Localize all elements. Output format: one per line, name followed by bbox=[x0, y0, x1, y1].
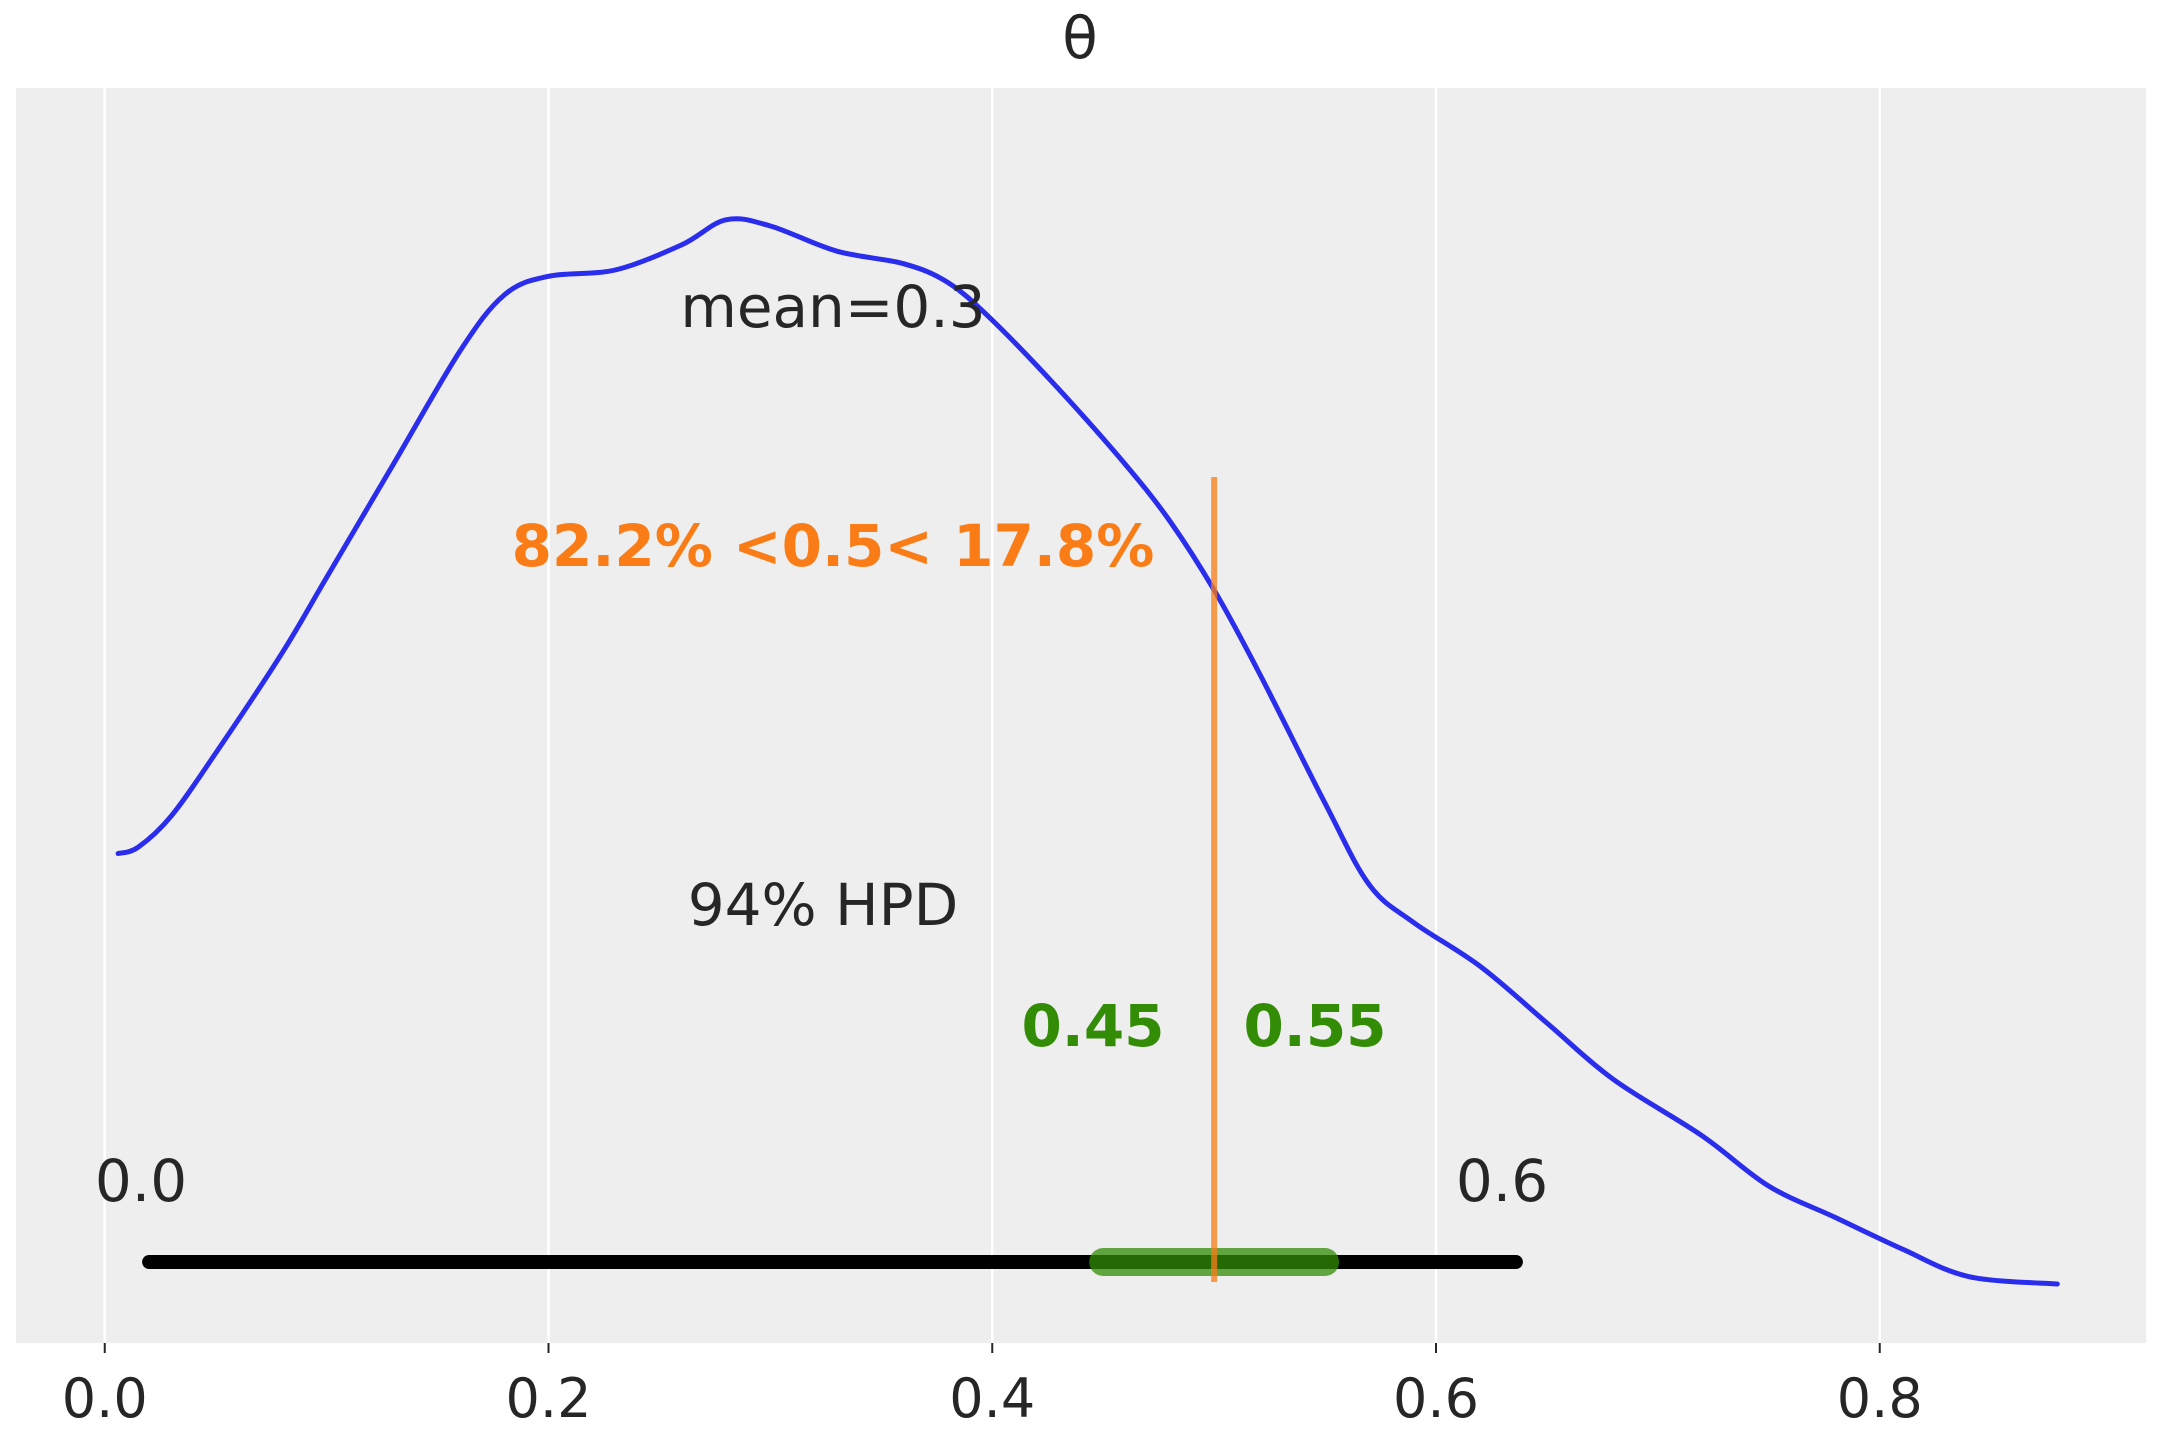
rope-low-label: 0.45 bbox=[1021, 992, 1164, 1060]
x-tick-label: 0.0 bbox=[62, 1367, 148, 1430]
x-axis-ticks: 0.0 0.2 0.4 0.6 0.8 bbox=[62, 1343, 1923, 1430]
hpd-high-label: 0.6 bbox=[1456, 1147, 1548, 1215]
reference-label: 82.2% <0.5< 17.8% bbox=[512, 512, 1155, 580]
rope-high-label: 0.55 bbox=[1243, 992, 1386, 1060]
chart-title: θ bbox=[1062, 4, 1098, 72]
mean-label: mean=0.3 bbox=[680, 273, 985, 341]
plot-area bbox=[16, 88, 2146, 1343]
hpd-label: 94% HPD bbox=[688, 871, 959, 939]
x-tick-label: 0.4 bbox=[949, 1367, 1035, 1430]
x-tick-label: 0.8 bbox=[1837, 1367, 1923, 1430]
x-tick-label: 0.2 bbox=[506, 1367, 592, 1430]
density-curve bbox=[115, 216, 2060, 1287]
grid-lines bbox=[103, 88, 1881, 1343]
hpd-low-label: 0.0 bbox=[95, 1147, 187, 1215]
x-tick-label: 0.6 bbox=[1393, 1367, 1479, 1430]
